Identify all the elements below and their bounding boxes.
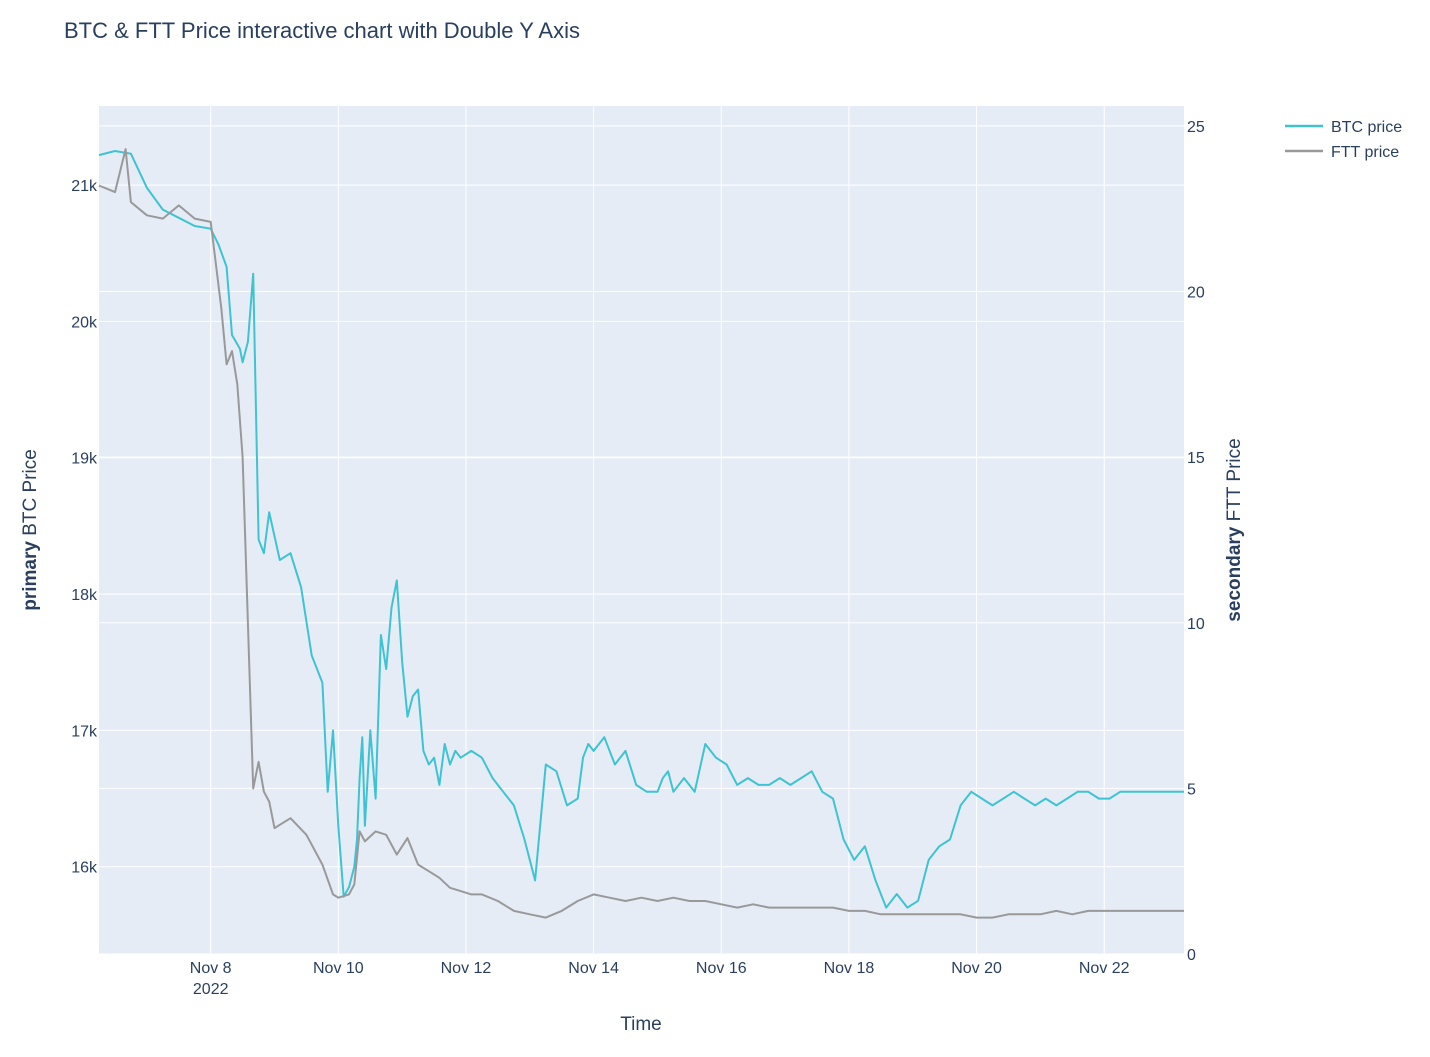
y1-tick-label: 20k	[71, 314, 98, 331]
ftt-price-line[interactable]	[98, 148, 1184, 919]
y1-axis-title-bold: primary	[20, 541, 41, 611]
legend-item-ftt[interactable]: FTT price	[1285, 144, 1399, 161]
line-layer	[98, 148, 1184, 919]
x-tick-label: Nov 10	[313, 960, 364, 977]
legend-label-btc: BTC price	[1331, 119, 1402, 136]
y2-tick-label: 15	[1187, 450, 1205, 467]
y1-axis-title: primary BTC Price	[20, 449, 41, 611]
y1-axis-title-rest: BTC Price	[20, 449, 41, 541]
x-tick-label: Nov 18	[824, 960, 875, 977]
y2-axis-title: secondary FTT Price	[1224, 438, 1245, 621]
grid-layer	[99, 106, 1184, 955]
legend-label-ftt: FTT price	[1331, 144, 1399, 161]
y1-tick-label: 19k	[71, 451, 98, 468]
x-axis-title: Time	[620, 1014, 662, 1035]
y2-axis-title-bold: secondary	[1224, 526, 1245, 621]
tick-layer: Nov 8 2022 Nov 10 Nov 12 Nov 14 Nov 16 Nov 18 N…	[71, 119, 1205, 998]
x-tick-label: Nov 8	[190, 960, 232, 977]
legend[interactable]: BTC price FTT price	[1285, 119, 1402, 161]
y1-tick-label: 17k	[71, 723, 98, 740]
y2-tick-label: 5	[1187, 781, 1196, 798]
chart-title: BTC & FTT Price interactive chart with D…	[64, 18, 580, 43]
plot-area[interactable]	[99, 106, 1184, 954]
y2-axis-title-rest: FTT Price	[1224, 438, 1245, 526]
legend-item-btc[interactable]: BTC price	[1285, 119, 1402, 136]
y2-tick-label: 20	[1187, 285, 1205, 302]
btc-price-line[interactable]	[98, 150, 1184, 909]
y2-tick-label: 0	[1187, 947, 1196, 964]
y1-tick-label: 21k	[71, 178, 98, 195]
y1-tick-label: 16k	[71, 860, 98, 877]
x-tick-label: Nov 12	[441, 960, 492, 977]
x-tick-label: Nov 16	[696, 960, 747, 977]
x-tick-sublabel: 2022	[193, 981, 229, 998]
x-tick-label: Nov 14	[568, 960, 619, 977]
y2-tick-label: 25	[1187, 119, 1205, 136]
x-tick-label: Nov 22	[1079, 960, 1130, 977]
y1-tick-label: 18k	[71, 587, 98, 604]
x-tick-label: Nov 20	[951, 960, 1002, 977]
y2-tick-label: 10	[1187, 616, 1205, 633]
